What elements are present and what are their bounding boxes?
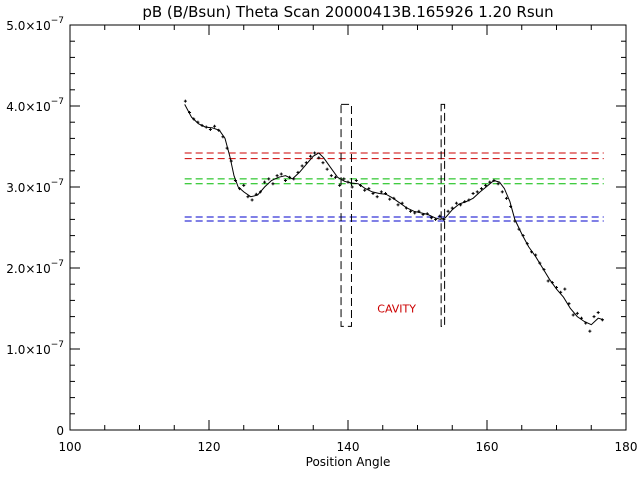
data-point <box>588 329 592 333</box>
data-point <box>342 177 346 181</box>
reference-lines <box>184 152 604 222</box>
x-tick-label: 180 <box>615 440 638 454</box>
data-point <box>500 190 504 194</box>
x-tick-label: 100 <box>59 440 82 454</box>
data-point <box>471 191 475 195</box>
data-point <box>504 196 508 200</box>
x-axis-label: Position Angle <box>306 455 391 469</box>
data-point <box>333 175 337 179</box>
data-point <box>446 209 450 213</box>
y-tick-label: 3.0×10−7 <box>6 178 64 195</box>
data-point <box>367 187 371 191</box>
data-point <box>596 311 600 315</box>
data-point <box>563 287 567 291</box>
data-point <box>308 154 312 158</box>
data-point <box>267 177 271 181</box>
data-point <box>325 167 329 171</box>
data-point <box>279 172 283 176</box>
data-point <box>283 179 287 183</box>
y-tick-label: 0 <box>56 424 64 438</box>
data-point <box>275 174 279 178</box>
data-point <box>379 190 383 194</box>
x-tick-label: 160 <box>476 440 499 454</box>
data-point <box>496 182 500 186</box>
data-point <box>571 313 575 317</box>
data-point <box>454 201 458 205</box>
data-point <box>321 161 325 165</box>
cavity-box <box>340 103 352 327</box>
data-point <box>479 187 483 191</box>
data-point <box>183 99 187 103</box>
data-point <box>300 164 304 168</box>
data-point <box>263 180 267 184</box>
y-tick-label: 2.0×10−7 <box>6 259 64 276</box>
cavity-label: CAVITY <box>377 303 416 316</box>
data-point <box>213 124 217 128</box>
data-point <box>242 183 246 187</box>
data-point <box>271 182 275 186</box>
data-point <box>438 214 442 218</box>
data-point <box>546 279 550 283</box>
data-point <box>484 183 488 187</box>
y-axis: 0 1.0×10−7 2.0×10−7 3.0×10−7 4.0×10−7 5.0×10−… <box>6 16 626 438</box>
plot-frame <box>69 24 627 431</box>
chart-title: pB (B/Bsun) Theta Scan 20000413B.165926 … <box>142 3 553 21</box>
x-tick-label: 140 <box>337 440 360 454</box>
y-tick-label: 4.0×10−7 <box>6 97 64 114</box>
x-tick-label: 120 <box>198 440 221 454</box>
data-point <box>429 216 433 220</box>
annotations: CAVITY <box>377 303 416 316</box>
data-point <box>475 190 479 194</box>
data-point <box>246 195 250 199</box>
data-point <box>450 206 454 210</box>
data-point <box>363 188 367 192</box>
cavity-box <box>440 103 446 327</box>
y-tick-label: 5.0×10−7 <box>6 16 64 33</box>
smoothed-line <box>184 104 604 326</box>
data-point <box>488 180 492 184</box>
data-point <box>409 209 413 213</box>
x-axis: 100 120 140 160 180 <box>59 25 638 454</box>
data-point <box>338 183 342 187</box>
data-point <box>329 174 333 178</box>
data-series <box>183 99 604 333</box>
data-point <box>575 311 579 315</box>
data-point <box>388 197 392 201</box>
cavity-boundary-boxes <box>340 103 446 327</box>
data-point <box>250 198 254 202</box>
data-point <box>396 203 400 207</box>
data-point <box>354 179 358 183</box>
data-point <box>592 315 596 319</box>
data-point <box>350 185 354 189</box>
data-point <box>313 151 317 155</box>
y-tick-label: 1.0×10−7 <box>6 340 64 357</box>
data-point <box>375 195 379 199</box>
data-point <box>317 156 321 160</box>
data-point <box>208 127 212 131</box>
